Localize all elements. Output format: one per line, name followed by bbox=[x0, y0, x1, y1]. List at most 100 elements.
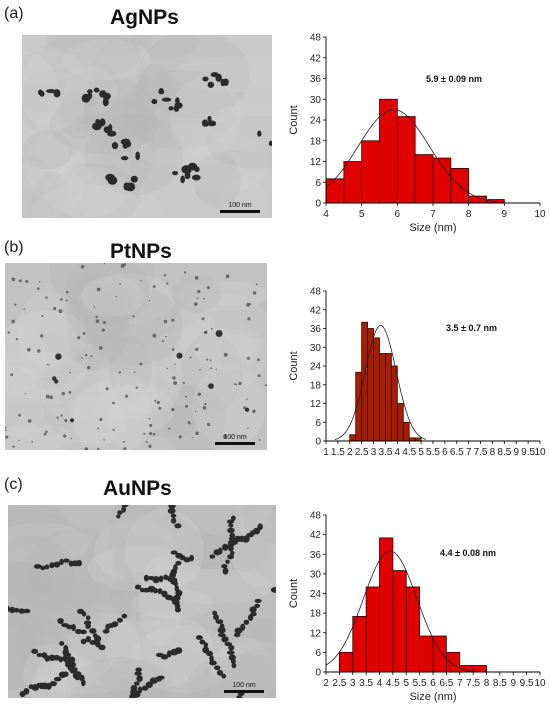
x-tick-label: 9.5 bbox=[521, 447, 535, 458]
x-tick-label: 2 bbox=[347, 447, 353, 458]
y-tick-label: 6 bbox=[315, 418, 321, 429]
histogram-bar bbox=[349, 434, 357, 442]
y-tick-label: 24 bbox=[310, 589, 322, 600]
scale-bar-label: 100 nm bbox=[232, 682, 256, 689]
panel-a: (a) AgNPs 100 nm 0 6 12 18 24 30 36 42 48 4 5 6 7 8 9 1… bbox=[0, 0, 550, 235]
scale-bar bbox=[224, 690, 264, 693]
histogram-bar bbox=[408, 437, 416, 442]
size-annotation: 5.9 ± 0.09 nm bbox=[426, 74, 482, 84]
y-tick-label: 36 bbox=[310, 324, 322, 335]
x-tick-label: 5.5 bbox=[426, 447, 440, 458]
y-tick-label: 30 bbox=[310, 343, 322, 354]
x-axis-title: Size (nm) bbox=[409, 691, 456, 703]
x-tick-label: 7.5 bbox=[466, 678, 480, 689]
histogram-bar bbox=[325, 178, 345, 204]
y-tick-label: 12 bbox=[310, 628, 322, 639]
x-tick-label: 2.5 bbox=[332, 678, 346, 689]
x-tick-label: 4 bbox=[377, 678, 383, 689]
size-annotation: 3.5 ± 0.7 nm bbox=[446, 323, 497, 333]
histogram-bar bbox=[472, 665, 487, 673]
tem-image: 100 nm bbox=[5, 263, 267, 450]
sample-name: PtNPs bbox=[110, 240, 172, 263]
x-tick-label: 5 bbox=[403, 678, 409, 689]
histogram-chart: 0 6 12 18 24 30 36 42 48 4 5 6 7 8 9 10 Size (nm) Count 5.… bbox=[288, 33, 546, 235]
x-tick-label: 9 bbox=[513, 447, 519, 458]
y-tick-label: 0 bbox=[315, 437, 321, 448]
y-tick-label: 36 bbox=[310, 550, 322, 561]
histogram-bar bbox=[392, 570, 407, 673]
histogram-bar bbox=[352, 615, 367, 673]
scale-bar bbox=[215, 442, 255, 445]
y-tick-label: 36 bbox=[310, 74, 322, 85]
histogram-bar bbox=[396, 116, 416, 204]
y-tick-label: 18 bbox=[310, 609, 322, 620]
x-tick-label: 7 bbox=[430, 209, 436, 220]
sample-name: AgNPs bbox=[110, 6, 179, 29]
y-tick-label: 42 bbox=[310, 53, 322, 64]
x-tick-label: 10 bbox=[534, 678, 546, 689]
x-tick-label: 9 bbox=[502, 209, 508, 220]
x-tick-label: 8 bbox=[466, 209, 472, 220]
y-tick-label: 42 bbox=[310, 305, 322, 316]
y-tick-label: 30 bbox=[310, 95, 322, 106]
x-tick-label: 3 bbox=[350, 678, 356, 689]
panel-letter: (c) bbox=[4, 476, 23, 493]
y-tick-label: 12 bbox=[310, 157, 322, 168]
panel-letter: (a) bbox=[4, 5, 24, 22]
histogram-bar bbox=[365, 586, 380, 673]
x-tick-label: 5.5 bbox=[413, 678, 427, 689]
x-tick-label: 4.5 bbox=[386, 678, 400, 689]
y-tick-label: 48 bbox=[310, 287, 322, 298]
panel-b: (b) PtNPs 100 nm 0 6 12 18 24 30 36 42 48 1 1.5 2 2.… bbox=[0, 235, 550, 460]
fit-curve bbox=[325, 109, 498, 202]
histogram-bar bbox=[414, 437, 422, 442]
y-tick-label: 0 bbox=[315, 199, 321, 210]
x-tick-label: 1.5 bbox=[331, 447, 345, 458]
y-tick-label: 30 bbox=[310, 569, 322, 580]
y-tick-label: 48 bbox=[310, 33, 322, 44]
x-tick-label: 7.5 bbox=[474, 447, 488, 458]
x-tick-label: 8 bbox=[484, 678, 490, 689]
histogram-bar bbox=[419, 635, 434, 673]
x-tick-label: 10 bbox=[534, 447, 546, 458]
y-tick-label: 18 bbox=[310, 136, 322, 147]
y-tick-label: 42 bbox=[310, 530, 322, 541]
x-tick-label: 1 bbox=[323, 447, 329, 458]
x-tick-label: 3.5 bbox=[359, 678, 373, 689]
scale-bar-label: 100 nm bbox=[223, 434, 247, 441]
histogram-bar bbox=[390, 365, 398, 442]
size-annotation: 4.4 ± 0.08 nm bbox=[440, 548, 496, 558]
x-tick-label: 4.5 bbox=[402, 447, 416, 458]
x-tick-label: 8 bbox=[490, 447, 496, 458]
x-tick-label: 6 bbox=[430, 678, 436, 689]
y-tick-label: 48 bbox=[310, 511, 322, 522]
fit-curve bbox=[334, 325, 427, 440]
panel-c: (c) AuNPs 100 nm 0 6 12 18 24 30 36 42 48 2 2.5 3 3.… bbox=[0, 472, 550, 714]
x-tick-label: 2 bbox=[323, 678, 329, 689]
y-axis-title: Count bbox=[288, 351, 300, 380]
x-tick-label: 2.5 bbox=[355, 447, 369, 458]
y-tick-label: 18 bbox=[310, 380, 322, 391]
histogram-bar bbox=[338, 651, 354, 673]
x-tick-label: 6.5 bbox=[450, 447, 464, 458]
x-tick-label: 3.5 bbox=[378, 447, 392, 458]
x-axis-title: Size (nm) bbox=[409, 222, 456, 234]
x-tick-label: 7 bbox=[466, 447, 472, 458]
histogram-bar bbox=[367, 328, 374, 442]
histogram-bar bbox=[385, 353, 392, 442]
scale-bar bbox=[220, 210, 260, 213]
sample-name: AuNPs bbox=[103, 477, 172, 500]
y-tick-label: 24 bbox=[310, 362, 322, 373]
x-tick-label: 4 bbox=[395, 447, 401, 458]
x-tick-label: 4 bbox=[323, 209, 329, 220]
y-tick-label: 0 bbox=[315, 668, 321, 679]
x-tick-label: 7 bbox=[457, 678, 463, 689]
x-tick-label: 9 bbox=[510, 678, 516, 689]
y-tick-label: 6 bbox=[315, 648, 321, 659]
histogram-bar bbox=[396, 403, 404, 442]
histogram-bar bbox=[343, 161, 363, 204]
histogram-bar bbox=[402, 421, 410, 442]
x-tick-label: 8.5 bbox=[493, 678, 507, 689]
